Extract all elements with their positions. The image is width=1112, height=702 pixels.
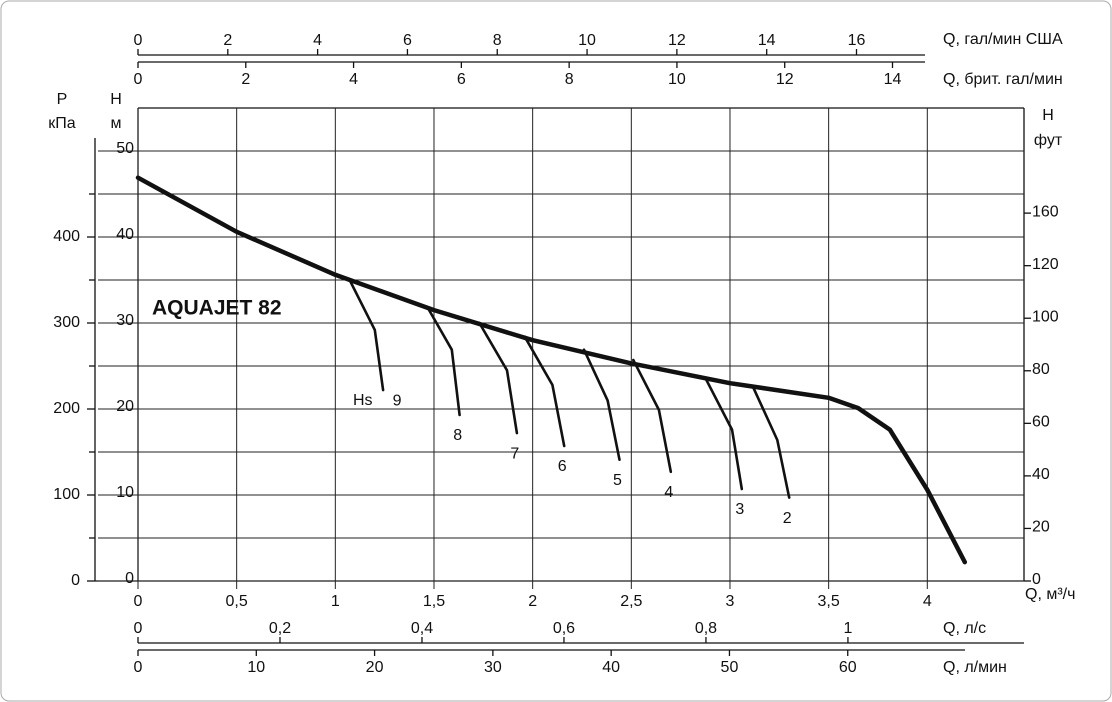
curve [478, 321, 519, 435]
y-tick-label: 10 [116, 484, 134, 501]
right-tick-label: 40 [1032, 466, 1050, 483]
series-label: 9 [393, 392, 402, 409]
secondary-tick-label: 6 [457, 71, 466, 88]
curve [348, 279, 385, 392]
left-tick-label: 300 [53, 314, 80, 331]
right-tick-label: 120 [1032, 256, 1059, 273]
series-label: 4 [664, 484, 673, 501]
y-tick-label: 0 [125, 570, 134, 587]
right-axis-label: H [1042, 107, 1054, 124]
left-axis-label: P [57, 91, 68, 108]
secondary-tick-label: 30 [484, 659, 502, 676]
right-tick-label: 60 [1032, 414, 1050, 431]
series-label: 7 [510, 445, 519, 462]
series-label: 6 [558, 458, 567, 475]
secondary-tick-label: 8 [565, 71, 574, 88]
right-axis-unit: фут [1034, 132, 1063, 149]
secondary-tick-label: 2 [241, 71, 250, 88]
y-tick-label: 20 [116, 398, 134, 415]
curve [523, 335, 566, 448]
x-tick-label: 1 [331, 593, 340, 610]
curve [135, 175, 968, 565]
secondary-x-axis-label: Q, л/мин [943, 659, 1007, 676]
x-tick-label: 3 [726, 593, 735, 610]
secondary-tick-label: 4 [313, 32, 322, 49]
x-tick-label: 0 [134, 593, 143, 610]
secondary-tick-label: 10 [247, 659, 265, 676]
y-tick-label: 50 [116, 140, 134, 157]
curve [632, 358, 673, 474]
secondary-tick-label: 14 [884, 71, 902, 88]
x-axis-label: Q, м³/ч [1025, 586, 1075, 603]
secondary-tick-label: 1 [843, 620, 852, 637]
left-tick-label: 400 [53, 228, 80, 245]
right-tick-label: 20 [1032, 519, 1050, 536]
curve [752, 387, 791, 499]
secondary-x-axis-label: Q, брит. гал/мин [943, 71, 1063, 88]
secondary-tick-label: 10 [578, 32, 596, 49]
left-tick-label: 200 [53, 400, 80, 417]
curve [705, 378, 744, 491]
annotation: Hs [353, 392, 373, 409]
x-tick-label: 1,5 [423, 593, 445, 610]
secondary-tick-label: 10 [668, 71, 686, 88]
secondary-tick-label: 8 [493, 32, 502, 49]
secondary-tick-label: 16 [848, 32, 866, 49]
left-tick-label: 100 [53, 486, 80, 503]
secondary-tick-label: 2 [223, 32, 232, 49]
secondary-tick-label: 40 [602, 659, 620, 676]
curve [582, 348, 621, 461]
right-tick-label: 80 [1032, 361, 1050, 378]
secondary-tick-label: 0 [134, 71, 143, 88]
curve [426, 307, 461, 417]
right-tick-label: 160 [1032, 203, 1059, 220]
secondary-tick-label: 0,4 [411, 620, 433, 637]
series-label: 2 [783, 510, 792, 527]
series-label: 3 [735, 501, 744, 518]
series-label: 5 [613, 472, 622, 489]
secondary-x-axis-label: Q, л/с [943, 620, 986, 637]
secondary-tick-label: 0 [134, 32, 143, 49]
secondary-tick-label: 12 [668, 32, 686, 49]
secondary-x-axis-label: Q, гал/мин США [943, 31, 1063, 48]
secondary-tick-label: 6 [403, 32, 412, 49]
series-label: AQUAJET 82 [152, 297, 282, 320]
y-tick-label: 30 [116, 312, 134, 329]
y-tick-label: 40 [116, 226, 134, 243]
secondary-tick-label: 12 [776, 71, 794, 88]
secondary-tick-label: 60 [839, 659, 857, 676]
secondary-tick-label: 0,6 [553, 620, 575, 637]
x-tick-label: 2 [528, 593, 537, 610]
secondary-tick-label: 0,8 [695, 620, 717, 637]
x-tick-label: 3,5 [818, 593, 840, 610]
secondary-tick-label: 20 [366, 659, 384, 676]
secondary-tick-label: 0 [134, 659, 143, 676]
left-tick-label: 0 [71, 572, 80, 589]
y-axis-unit: м [111, 115, 122, 132]
secondary-tick-label: 50 [721, 659, 739, 676]
right-tick-label: 0 [1032, 571, 1041, 588]
secondary-tick-label: 4 [349, 71, 358, 88]
right-tick-label: 100 [1032, 308, 1059, 325]
x-tick-label: 4 [923, 593, 932, 610]
series-label: 8 [453, 427, 462, 444]
secondary-tick-label: 14 [758, 32, 776, 49]
left-axis-unit: кПа [48, 115, 76, 132]
x-tick-label: 2,5 [620, 593, 642, 610]
x-tick-label: 0,5 [226, 593, 248, 610]
secondary-tick-label: 0 [134, 620, 143, 637]
secondary-tick-label: 0,2 [269, 620, 291, 637]
y-axis-label: H [110, 91, 122, 108]
